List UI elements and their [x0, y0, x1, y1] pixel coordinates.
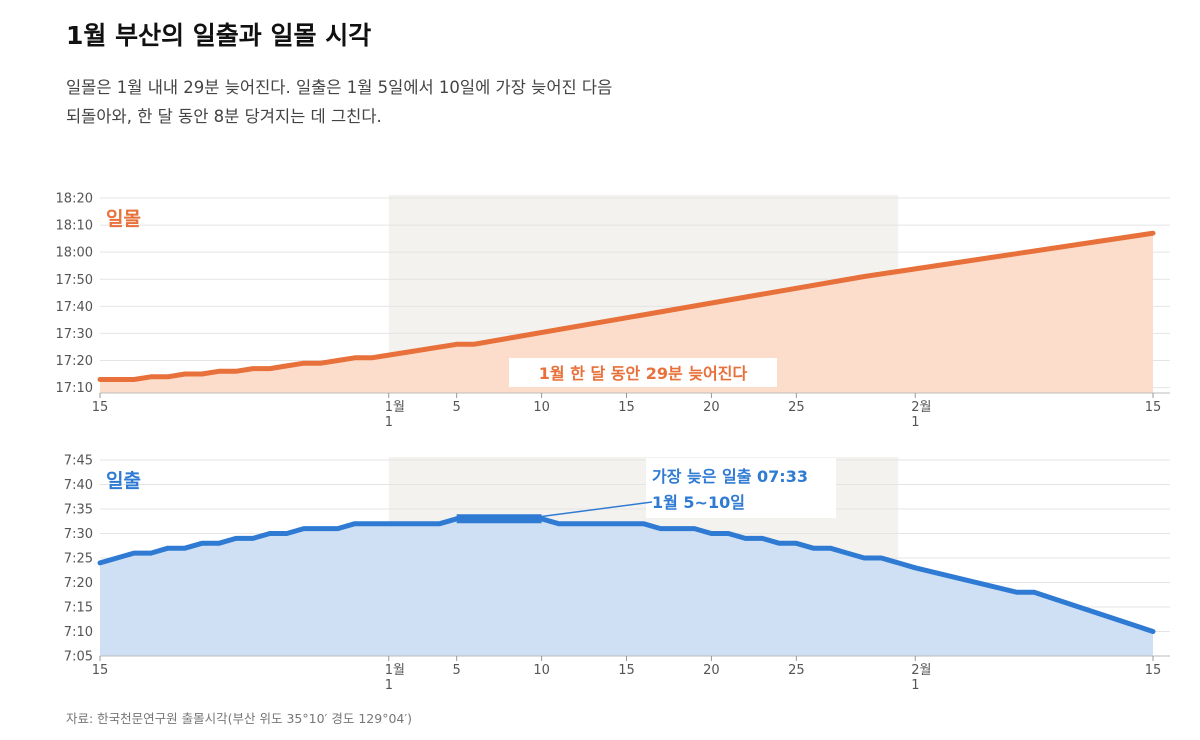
subtitle-line-1: 일몰은 1월 내내 29분 늦어진다. 일출은 1월 5일에서 10일에 가장 …	[66, 78, 613, 97]
sunrise-x-tick-label: 10	[533, 663, 550, 678]
sunrise-x-tick-label: 15	[1145, 663, 1162, 678]
sunset-y-tick-label: 18:10	[56, 219, 93, 234]
sunrise-y-tick-label: 7:05	[64, 650, 93, 665]
sunset-x-tick-sublabel: 1	[385, 415, 393, 430]
sunrise-x-tick-label: 1월	[385, 663, 405, 678]
sunrise-x-tick-label: 2월	[911, 663, 931, 678]
sunset-y-tick-label: 17:10	[56, 381, 93, 396]
source-note: 자료: 한국천문연구원 출몰시각(부산 위도 35°10′ 경도 129°04′…	[66, 711, 413, 726]
sunset-x-tick-label: 25	[788, 400, 805, 415]
sunset-x-tick-label: 15	[1145, 400, 1162, 415]
sunset-annotation: 1월 한 달 동안 29분 늦어진다	[539, 364, 748, 383]
sunrise-x-tick-label: 15	[92, 663, 109, 678]
subtitle-line-2: 되돌아와, 한 달 동안 8분 당겨지는 데 그친다.	[66, 107, 382, 126]
sunrise-x-tick-sublabel: 1	[911, 678, 919, 693]
sunrise-x-tick-label: 5	[453, 663, 461, 678]
sunset-series-label: 일몰	[106, 208, 141, 230]
sunset-x-tick-label: 2월	[911, 400, 931, 415]
sunset-x-tick-label: 10	[533, 400, 550, 415]
sunset-y-tick-label: 17:30	[56, 327, 93, 342]
sunrise-series-label: 일출	[106, 470, 141, 492]
sunset-y-tick-label: 18:20	[56, 192, 93, 207]
sunrise-y-tick-label: 7:35	[64, 503, 93, 518]
sunset-x-tick-sublabel: 1	[911, 415, 919, 430]
sunset-x-tick-label: 15	[618, 400, 635, 415]
sunset-y-tick-label: 17:20	[56, 354, 93, 369]
sunrise-y-tick-label: 7:15	[64, 601, 93, 616]
sunset-y-tick-label: 18:00	[56, 246, 93, 261]
sunrise-x-tick-label: 15	[618, 663, 635, 678]
sunset-annotation-box	[509, 358, 777, 387]
sunrise-x-tick-label: 20	[703, 663, 720, 678]
sunrise-annotation-line-2: 1월 5~10일	[652, 493, 745, 512]
sunrise-y-tick-label: 7:30	[64, 527, 93, 542]
sunrise-x-tick-sublabel: 1	[385, 678, 393, 693]
sunset-x-tick-label: 15	[92, 400, 109, 415]
sunrise-y-tick-label: 7:45	[64, 454, 93, 469]
sunset-x-tick-label: 5	[453, 400, 461, 415]
sunset-line	[97, 230, 1156, 382]
sunset-x-tick-label: 20	[703, 400, 720, 415]
sunrise-annotation-leader	[539, 501, 653, 518]
sunrise-y-tick-label: 7:25	[64, 552, 93, 567]
sunset-x-tick-label: 1월	[385, 400, 405, 415]
sunrise-x-tick-label: 25	[788, 663, 805, 678]
sunset-y-tick-label: 17:50	[56, 273, 93, 288]
sunrise-y-tick-label: 7:10	[64, 625, 93, 640]
sunrise-area	[100, 518, 1153, 656]
sunrise-y-tick-label: 7:20	[64, 576, 93, 591]
sunset-y-tick-label: 17:40	[56, 300, 93, 315]
sunrise-annotation-box	[646, 458, 836, 518]
sunrise-annotation-line-1: 가장 늦은 일출 07:33	[652, 467, 808, 486]
chart-title: 1월 부산의 일출과 일몰 시각	[66, 21, 372, 50]
sunrise-y-tick-label: 7:40	[64, 478, 93, 493]
